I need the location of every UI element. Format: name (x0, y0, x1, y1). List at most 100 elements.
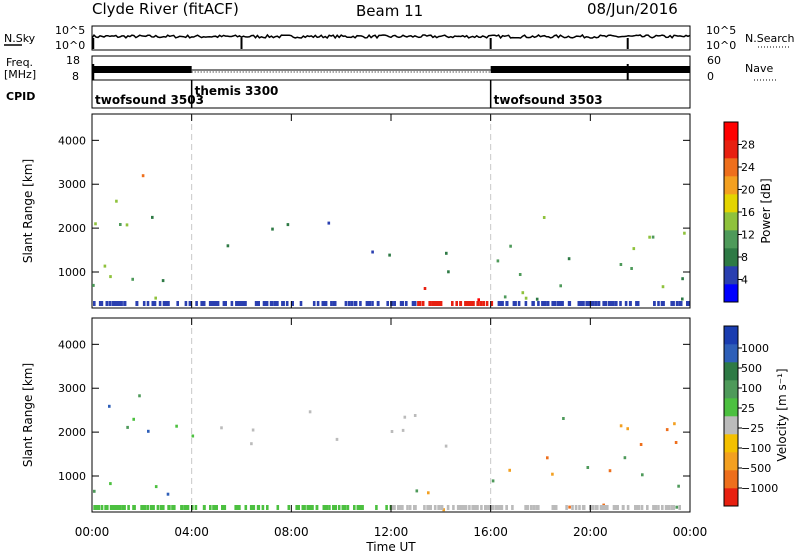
ground-cell (590, 505, 594, 510)
ground-cell (341, 505, 345, 510)
scatter-cell (93, 489, 96, 493)
scatter-cell (509, 244, 512, 248)
ground-cell (322, 301, 326, 306)
ground-cell (159, 505, 163, 510)
ground-cell (657, 301, 660, 306)
ground-cell (421, 301, 425, 306)
ground-cell (505, 301, 509, 306)
ground-cell (543, 301, 547, 306)
ground-cell (93, 505, 96, 510)
ground-cell (186, 505, 190, 510)
scatter-cell (524, 296, 528, 300)
ground-cell (213, 301, 216, 306)
ground-cell (602, 301, 605, 306)
ground-cell (142, 301, 146, 306)
freq-band (92, 66, 192, 73)
ground-cell (439, 301, 443, 306)
ground-cell (565, 505, 568, 510)
ground-cell (622, 505, 625, 510)
colorbar-segment (724, 416, 738, 435)
ground-cell (356, 505, 360, 510)
cpid-program-label: twofsound 3503 (95, 93, 204, 107)
power-colorbar: 4 8 12 16 20 24 28 (723, 121, 755, 303)
colorbar-segment (724, 266, 738, 285)
y-tick-label: 1000 (58, 266, 86, 279)
ground-cell (104, 505, 107, 510)
ground-cell (202, 505, 206, 510)
scatter-cell (665, 428, 669, 432)
freq-top-tick: 18 (66, 54, 80, 67)
scatter-cell (586, 466, 590, 469)
ground-cell (537, 301, 540, 306)
power-y-ticks: 1000 2000 3000 4000 (58, 114, 691, 308)
colorbar-tick-label: −1000 (741, 482, 778, 495)
ground-cell (354, 301, 358, 306)
ground-cell (151, 505, 155, 510)
ground-cell (238, 505, 241, 510)
ground-cell (223, 505, 227, 510)
ground-cell (533, 505, 536, 510)
ground-cell (235, 301, 238, 306)
colorbar-segment (724, 212, 738, 231)
ground-cell (546, 301, 550, 306)
ground-cell (574, 505, 578, 510)
colorbar-tick-label: 8 (741, 251, 748, 264)
colorbar-segment (724, 362, 738, 381)
scatter-cell (674, 441, 678, 444)
ground-cell (601, 505, 605, 510)
velocity-colorbar: 1000 500 100 25 −25 −100 −500 −1000 (723, 325, 778, 507)
ground-cell (266, 505, 269, 510)
ground-cell (350, 301, 353, 306)
ground-cell (599, 505, 603, 510)
ground-cell (413, 301, 417, 306)
ground-cell (156, 505, 160, 510)
ground-cell (418, 301, 422, 306)
ground-cell (359, 505, 362, 510)
ground-cell (491, 505, 495, 510)
y-tick-label: 3000 (58, 178, 86, 191)
ground-cell (672, 301, 675, 306)
colorbar-segment (724, 230, 738, 249)
ground-cell (678, 505, 681, 510)
scatter-cell (335, 437, 339, 441)
scatter-cell (445, 251, 448, 255)
ground-cell (612, 505, 616, 510)
time-tick-label: 00:00 (673, 525, 708, 539)
ground-cell (462, 505, 465, 510)
ground-cell (93, 301, 96, 306)
ground-cell (303, 505, 306, 510)
scatter-cell (641, 473, 644, 477)
ground-cell (390, 301, 394, 306)
colorbar-tick-label: −100 (741, 442, 771, 455)
ground-cell (167, 301, 170, 306)
ground-cell (97, 505, 100, 510)
noise-right-label: N.Search (745, 32, 795, 45)
ground-cell (328, 505, 331, 510)
ground-cell (162, 301, 166, 306)
ground-cell (195, 301, 198, 306)
ground-cell (263, 301, 266, 306)
ground-cell (401, 301, 405, 306)
scatter-cell (125, 223, 129, 227)
scatter-cell (559, 284, 562, 288)
colorbar-tick-label: −25 (741, 422, 764, 435)
ground-cell (606, 505, 609, 510)
ground-cell (117, 301, 120, 306)
ground-cell (500, 505, 504, 510)
scatter-cell (220, 426, 223, 430)
ground-cell (435, 301, 438, 306)
time-tick-label: 00:00 (75, 525, 110, 539)
ground-cell (200, 301, 203, 306)
ground-cell (612, 301, 615, 306)
colorbar-segment (724, 344, 738, 363)
ground-cell (210, 301, 214, 306)
ground-cell (431, 301, 434, 306)
ground-cell (423, 505, 426, 510)
scatter-cell (427, 491, 430, 495)
ground-cell (428, 301, 431, 306)
ground-cell (368, 301, 372, 306)
ground-cell (482, 301, 485, 306)
colorbar-segment (724, 452, 738, 471)
noise-trace (91, 33, 691, 49)
